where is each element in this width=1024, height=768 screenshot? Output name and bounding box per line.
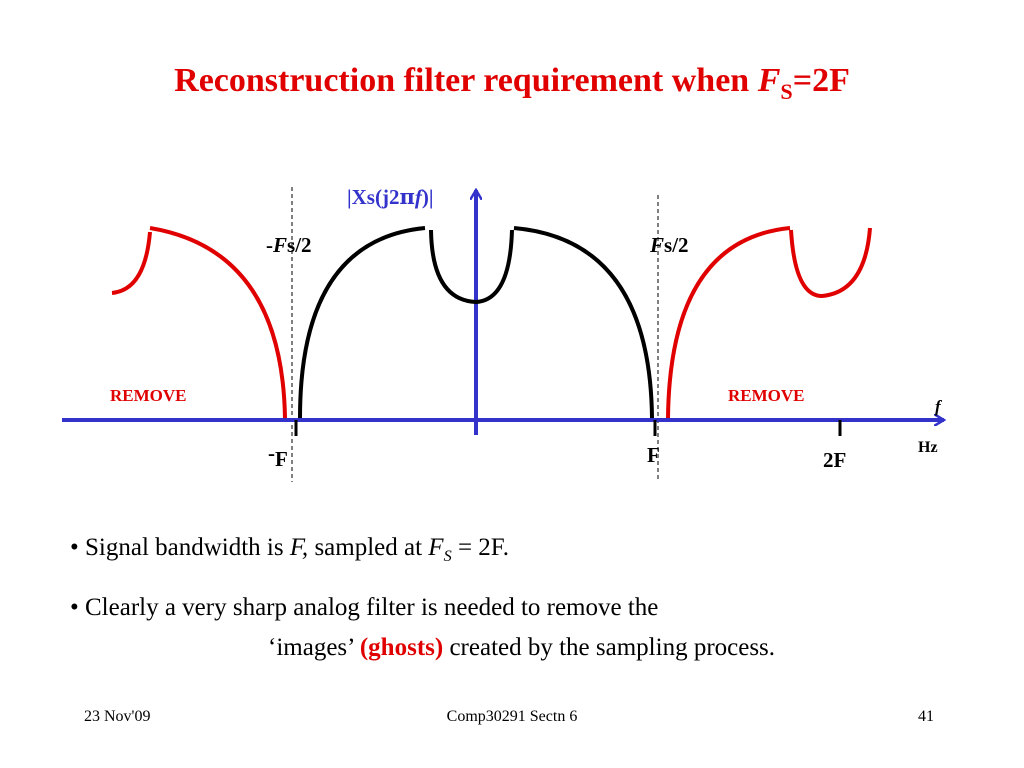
spectrum [111,226,872,419]
tick-label: 2F [823,448,846,472]
text: F, [289,534,309,561]
text: ‘images’ [268,634,360,661]
tick-label: -F [268,441,288,471]
tick-label: F [647,443,660,467]
remove-label: REMOVE [728,386,805,405]
baseband-right [513,226,654,419]
bullet-continuation: ‘images’ (ghosts) created by the samplin… [268,634,775,662]
baseband-dip [429,229,514,305]
image-right-dip [789,227,872,299]
title-text: Reconstruction filter requirement when [174,62,758,99]
text: sampled at [308,534,429,561]
bullet: • Signal bandwidth is F, sampled at FS =… [70,534,509,566]
text: F [428,534,444,561]
text: = 2F. [451,534,509,561]
f-label: f [935,397,943,416]
text: S [443,547,452,565]
y-label: |Xs(j2πf)| [347,184,433,209]
title: Reconstruction filter requirement when F… [0,62,1024,105]
footer-course: Comp30291 Sectn 6 [446,708,578,725]
text: • Signal bandwidth is [70,534,290,561]
title-rest: =2F [792,62,850,99]
image-right [666,226,791,419]
bullet: • Clearly a very sharp analog filter is … [70,594,658,622]
remove-label: REMOVE [110,386,187,405]
title-sub: S [780,78,793,104]
image-left [149,226,287,419]
footer-page: 41 [918,708,934,725]
pos-half-label: Fs/2 [649,233,689,257]
highlight: (ghosts) [359,634,444,661]
neg-half-label: -Fs/2 [266,233,312,257]
text: created by the sampling process. [443,634,776,661]
title-var: F [757,62,781,99]
hz-label: Hz [918,439,938,456]
text: • Clearly a very sharp analog filter is … [70,594,659,621]
image-left-dip [111,231,152,295]
footer-date: 23 Nov'09 [84,708,151,725]
baseband-left [298,226,426,419]
